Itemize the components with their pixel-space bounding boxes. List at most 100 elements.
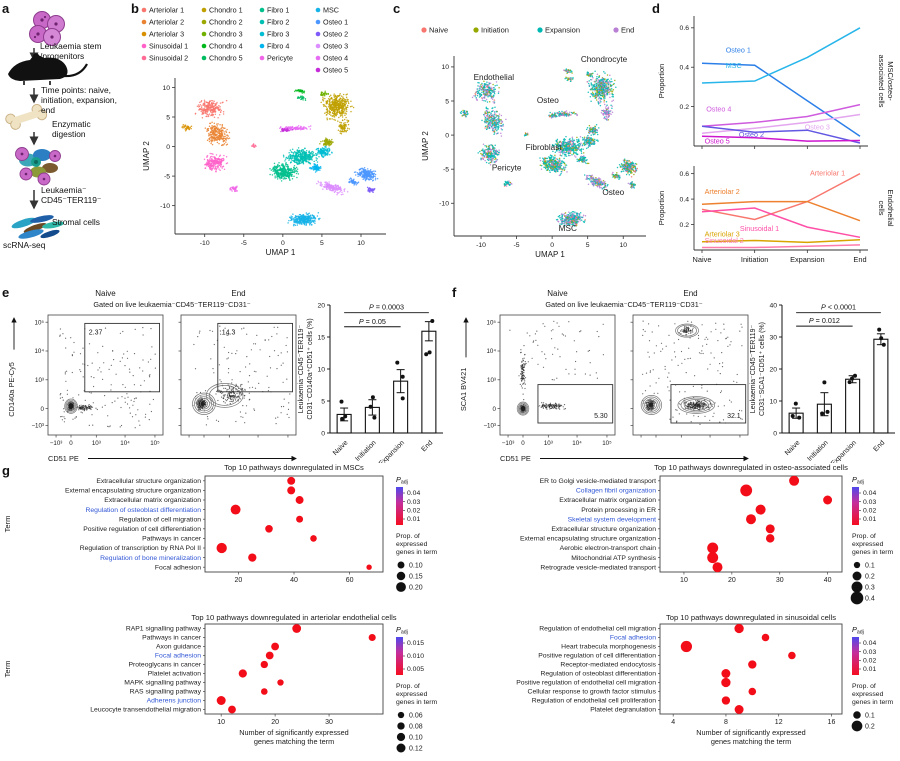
pathway-dot: [721, 669, 731, 678]
svg-text:Fibro 1: Fibro 1: [267, 6, 289, 15]
pathway-dot: [230, 504, 241, 515]
dotplot-arteriolar: Top 10 pathways downregulated in arterio…: [3, 613, 438, 753]
pathway-dot: [680, 640, 693, 653]
legend-swatch: [315, 31, 321, 37]
svg-text:Arteriolar 3: Arteriolar 3: [149, 30, 184, 39]
svg-text:-10: -10: [160, 203, 170, 210]
svg-text:UMAP 2: UMAP 2: [142, 141, 151, 171]
svg-text:Chondro 5: Chondro 5: [209, 54, 243, 63]
legend-swatch: [141, 31, 147, 37]
series-line-osteo-5: [701, 135, 861, 142]
workflow-step2-text: Time points: naive, initiation, expansio…: [41, 85, 117, 115]
pathway-dot: [721, 696, 731, 705]
legend-swatch: [201, 7, 207, 13]
pathway-dot: [310, 535, 317, 542]
svg-text:Pericyte: Pericyte: [267, 54, 293, 63]
bar-end: [421, 330, 437, 434]
flow-gate: [670, 384, 747, 424]
svg-text:Osteo 2: Osteo 2: [323, 30, 348, 39]
legend-swatch: [201, 55, 207, 61]
flow-points: [642, 320, 743, 425]
series-line-arteriolar-1: [701, 172, 861, 221]
padj-colorbar: [396, 487, 403, 525]
legend-swatch: [259, 43, 265, 49]
svg-text:Fibro 4: Fibro 4: [267, 42, 289, 51]
workflow-step1-text: Leukaemia stem /progenitors: [40, 41, 102, 61]
panel-label-a: a: [2, 1, 10, 16]
svg-text:Arteriolar 1: Arteriolar 1: [149, 6, 184, 15]
panel-label-f: f: [452, 285, 457, 300]
legend-swatch: [141, 55, 147, 61]
pathway-dot: [788, 651, 796, 660]
svg-text:UMAP 1: UMAP 1: [535, 250, 565, 259]
pathway-dot: [216, 696, 226, 705]
pathway-dot: [707, 542, 719, 554]
legend-swatch: [259, 7, 265, 13]
pathway-dot: [265, 651, 274, 660]
legend-swatch: [315, 67, 321, 73]
svg-text:Osteo 3: Osteo 3: [323, 42, 348, 51]
svg-text:Sinusoidal 2: Sinusoidal 2: [149, 54, 188, 63]
legend-swatch: [201, 43, 207, 49]
series-line-arteriolar-3: [701, 239, 861, 244]
legend-swatch: [315, 55, 321, 61]
legend-swatch: [315, 7, 321, 13]
workflow-step3-text: Enzymatic digestion: [52, 119, 91, 139]
panel-label-e: e: [2, 285, 10, 300]
digested-tissue-icon: [15, 147, 61, 186]
dotplot-sinusoidal: Top 10 pathways downregulated in sinusoi…: [516, 613, 893, 746]
pathway-dot: [748, 660, 757, 669]
bar-end: [873, 338, 889, 434]
legend-swatch: [315, 19, 321, 25]
svg-text:-5: -5: [164, 173, 170, 180]
panel-label-g: g: [2, 463, 10, 478]
pathway-dot: [748, 687, 757, 696]
leukaemia-cells-icon: [29, 11, 65, 46]
pathway-dot: [823, 495, 833, 505]
legend-swatch: [315, 43, 321, 49]
panel-label-c: c: [393, 1, 401, 16]
svg-text:10: 10: [162, 85, 170, 92]
svg-text:Fibro 3: Fibro 3: [267, 30, 289, 39]
workflow-schematic: [5, 11, 88, 239]
umap-points: [459, 68, 639, 227]
dotplot-osteo: Top 10 pathways downregulated in osteo-a…: [520, 463, 894, 605]
dotplot-msc: Top 10 pathways downregulated in MSCsExt…: [3, 463, 438, 592]
series-line-arteriolar-2: [701, 200, 861, 222]
legend-swatch: [201, 31, 207, 37]
flow-points: [509, 320, 604, 414]
legend-swatch: [537, 27, 543, 33]
pathway-dot: [265, 524, 273, 533]
series-line-sinusoidal-1: [701, 207, 861, 239]
pathway-dot: [295, 496, 304, 504]
pathway-dot: [271, 642, 279, 651]
padj-colorbar: [852, 487, 859, 525]
pathway-dot: [721, 677, 731, 688]
pathway-dot: [287, 486, 296, 495]
svg-text:-5: -5: [241, 240, 247, 247]
svg-text:-10: -10: [200, 240, 210, 247]
bone-icon: [5, 103, 48, 130]
svg-text:Osteo 4: Osteo 4: [323, 54, 348, 63]
svg-text:0: 0: [166, 144, 170, 151]
svg-text:0: 0: [281, 240, 285, 247]
umap-clusters-plot: -10 -5 0 5 10 -10 -5 0 5 10 UMAP 1 UMAP 2 Arteriolar…: [141, 6, 386, 257]
pathway-dot: [734, 705, 744, 714]
svg-text:5: 5: [320, 240, 324, 247]
padj-colorbar: [396, 637, 403, 675]
pathway-dot: [248, 553, 257, 562]
pathway-dot: [765, 534, 775, 543]
workflow-step6-text: scRNA-seq: [3, 240, 46, 250]
pathway-dot: [755, 504, 766, 515]
pathway-dot: [296, 515, 304, 523]
legend-swatch: [141, 7, 147, 13]
svg-text:5: 5: [166, 114, 170, 121]
pathway-dot: [707, 552, 719, 564]
svg-text:-10: -10: [476, 242, 486, 249]
bar-expansion: [845, 378, 861, 434]
legend-swatch: [421, 27, 427, 33]
pathway-dot: [292, 624, 302, 633]
